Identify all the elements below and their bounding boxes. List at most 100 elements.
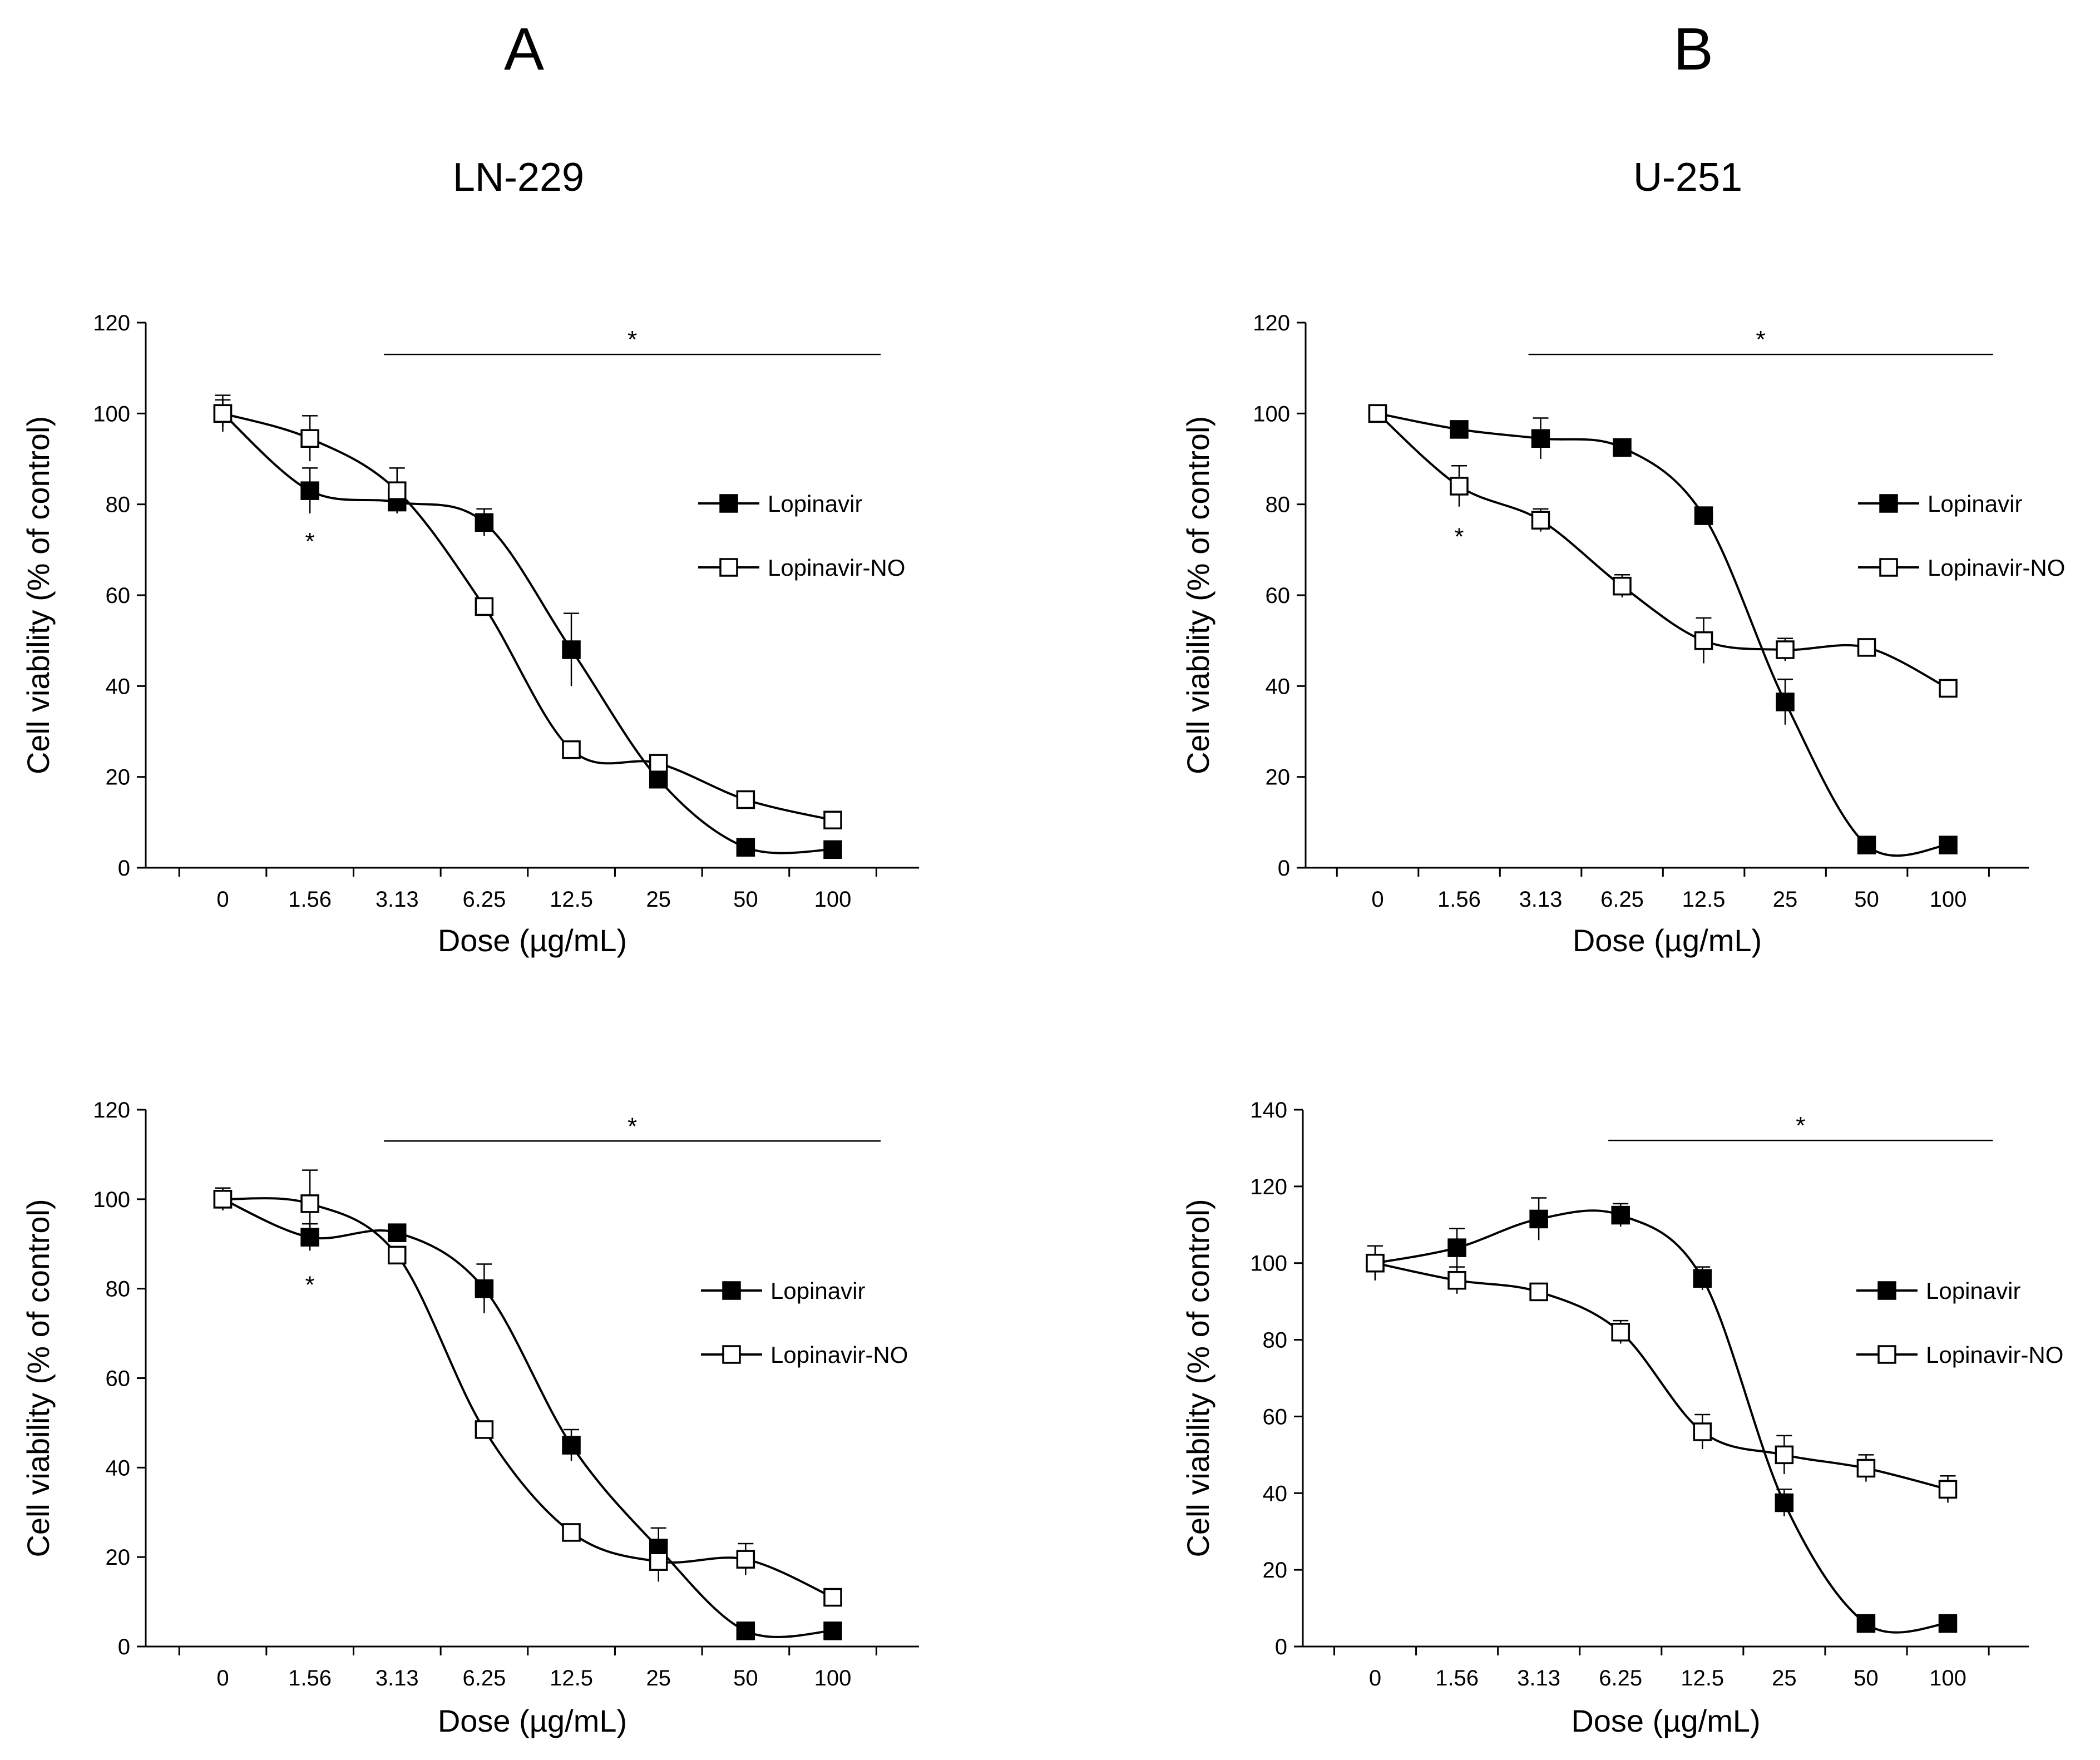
b-top-lopinavir-point — [1694, 506, 1713, 525]
a-bottom-legend-lopinavir-marker — [722, 1281, 741, 1300]
b-bottom-lopinavir-point — [1529, 1209, 1548, 1229]
b-bottom-x-tick-label: 100 — [1929, 1666, 1966, 1690]
a-bottom-lopinavir-point — [562, 1436, 581, 1455]
panel-a-letter: A — [503, 15, 545, 82]
a-top-lopinavir-no-point — [649, 754, 668, 773]
b-top-lopinavir-point — [1531, 429, 1550, 448]
b-top-legend-lopinavir-no-marker — [1879, 558, 1898, 577]
b-top-significance-star: * — [1756, 326, 1766, 353]
a-top-x-axis-title: Dose (µg/mL) — [438, 923, 627, 958]
b-bottom-y-tick-label: 0 — [1275, 1635, 1287, 1659]
b-top-x-tick-label: 3.13 — [1519, 887, 1563, 912]
a-top-legend-lopinavir-no-label: Lopinavir-NO — [768, 555, 905, 581]
b-top-x-tick-label: 100 — [1930, 887, 1967, 912]
a-top-lopinavir-no-point — [562, 740, 581, 759]
a-top-legend-lopinavir-marker — [719, 494, 738, 513]
a-bottom-x-tick-label: 0 — [216, 1666, 229, 1690]
a-bottom-lopinavir-line — [222, 1198, 833, 1638]
a-top-lopinavir-no-point — [736, 790, 755, 809]
b-bottom-x-tick-label: 6.25 — [1599, 1666, 1642, 1690]
b-top-lopinavir-no-point — [1450, 477, 1469, 496]
chart-a-bottom: 0 20 40 60 80 100 120 0 1.56 3.13 6.25 12.5 25 50 100 D… — [21, 1098, 919, 1738]
a-bottom-lopinavir-no-line — [223, 1197, 833, 1599]
a-top-lopinavir-no-point — [388, 481, 407, 500]
b-bottom-lopinavir-no-point — [1366, 1253, 1385, 1273]
b-bottom-legend-lopinavir-marker — [1877, 1281, 1896, 1300]
b-top-x-tick-label: 50 — [1854, 887, 1879, 912]
a-top-y-tick-label: 80 — [106, 493, 131, 517]
panel-b-cell-line: U-251 — [1633, 155, 1743, 200]
b-bottom-x-tick-label: 25 — [1772, 1666, 1797, 1690]
b-bottom-lopinavir-point — [1856, 1614, 1876, 1633]
b-bottom-lopinavir-line — [1375, 1209, 1948, 1634]
b-bottom-lopinavir-no-point — [1447, 1270, 1466, 1290]
a-bottom-lopinavir-no-point — [213, 1190, 233, 1209]
a-bottom-lopinavir-no-point — [736, 1550, 755, 1569]
b-top-x-axis-title: Dose (µg/mL) — [1573, 923, 1762, 958]
a-bottom-x-tick-label: 25 — [646, 1666, 671, 1690]
a-bottom-lopinavir-no-point — [300, 1194, 319, 1213]
b-bottom-x-tick-label: 3.13 — [1517, 1666, 1560, 1690]
a-bottom-legend-lopinavir-label: Lopinavir — [770, 1278, 865, 1304]
a-top-x-tick-label: 1.56 — [288, 887, 332, 912]
a-top-lopinavir-no-line — [222, 412, 833, 822]
a-top-y-axis-title: Cell viability (% of control) — [21, 416, 56, 774]
a-top-y-tick-label: 100 — [93, 402, 130, 426]
a-top-x-tick-label: 6.25 — [462, 887, 506, 912]
a-top-x-tick-label: 25 — [646, 887, 671, 912]
b-top-lopinavir-point — [1450, 420, 1469, 439]
a-top-lopinavir-line — [222, 412, 833, 854]
a-bottom-legend-lopinavir-no-label: Lopinavir-NO — [770, 1342, 908, 1368]
a-bottom-x-tick-label: 50 — [733, 1666, 758, 1690]
a-bottom-lopinavir-no-point — [388, 1245, 407, 1265]
b-bottom-legend-lopinavir-no-marker — [1877, 1345, 1896, 1364]
a-top-lopinavir-point — [649, 770, 668, 789]
b-bottom-y-tick-label: 120 — [1250, 1175, 1287, 1199]
a-top-lopinavir-no-point — [823, 810, 842, 829]
b-top-x-tick-label: 0 — [1371, 887, 1383, 912]
a-top-y-tick-label: 0 — [118, 856, 130, 881]
a-bottom-y-tick-label: 60 — [106, 1367, 131, 1391]
a-bottom-y-tick-label: 40 — [106, 1456, 131, 1480]
a-bottom-lopinavir-no-point — [649, 1552, 668, 1571]
b-top-lopinavir-point — [1776, 693, 1795, 711]
a-bottom-lopinavir-no-point — [475, 1420, 494, 1439]
b-top-legend-lopinavir-marker — [1879, 494, 1898, 513]
a-bottom-lopinavir-point — [823, 1621, 842, 1640]
a-bottom-y-tick-label: 80 — [106, 1277, 131, 1302]
b-top-lopinavir-no-point — [1531, 511, 1550, 530]
a-top-legend-lopinavir-no-marker — [719, 558, 738, 577]
b-bottom-lopinavir-point — [1611, 1205, 1630, 1225]
b-bottom-lopinavir-no-point — [1693, 1422, 1712, 1441]
a-top-y-tick-label: 20 — [106, 765, 131, 790]
a-bottom-significance-star: * — [627, 1113, 637, 1140]
b-top-y-axis-title: Cell viability (% of control) — [1180, 416, 1215, 774]
a-bottom-y-tick-label: 100 — [93, 1188, 130, 1212]
a-top-legend-lopinavir-label: Lopinavir — [768, 491, 862, 517]
a-top-lopinavir-no-point — [213, 404, 233, 423]
a-bottom-x-axis-title: Dose (µg/mL) — [438, 1703, 627, 1738]
a-bottom-lopinavir-no-point — [562, 1523, 581, 1542]
a-top-lopinavir-no-point — [475, 597, 494, 616]
a-top-lopinavir-point — [823, 840, 842, 859]
chart-a-top: 0 20 40 60 80 100 120 0 1.56 3.13 6.25 12.5 25 50 100 D… — [21, 311, 919, 958]
a-top-x-tick-label: 3.13 — [375, 887, 419, 912]
b-top-lopinavir-no-point — [1694, 631, 1713, 650]
b-bottom-y-tick-label: 20 — [1263, 1558, 1288, 1583]
b-bottom-y-tick-label: 60 — [1263, 1405, 1288, 1429]
b-top-x-tick-label: 6.25 — [1600, 887, 1644, 912]
a-bottom-lopinavir-point — [736, 1621, 755, 1640]
b-bottom-legend-lopinavir-no-label: Lopinavir-NO — [1926, 1342, 2063, 1368]
b-top-y-tick-label: 20 — [1266, 765, 1291, 790]
a-bottom-significance-star: * — [305, 1272, 315, 1299]
a-top-significance-star: * — [627, 326, 637, 353]
b-top-lopinavir-no-point — [1857, 638, 1876, 657]
b-bottom-y-axis-title: Cell viability (% of control) — [1180, 1199, 1215, 1557]
a-top-significance-star: * — [305, 528, 315, 555]
b-top-lopinavir-no-point — [1939, 679, 1958, 698]
a-top-lopinavir-point — [300, 481, 319, 500]
b-top-x-tick-label: 12.5 — [1682, 887, 1726, 912]
b-bottom-x-tick-label: 12.5 — [1681, 1666, 1724, 1690]
b-bottom-legend-lopinavir-label: Lopinavir — [1926, 1278, 2020, 1304]
